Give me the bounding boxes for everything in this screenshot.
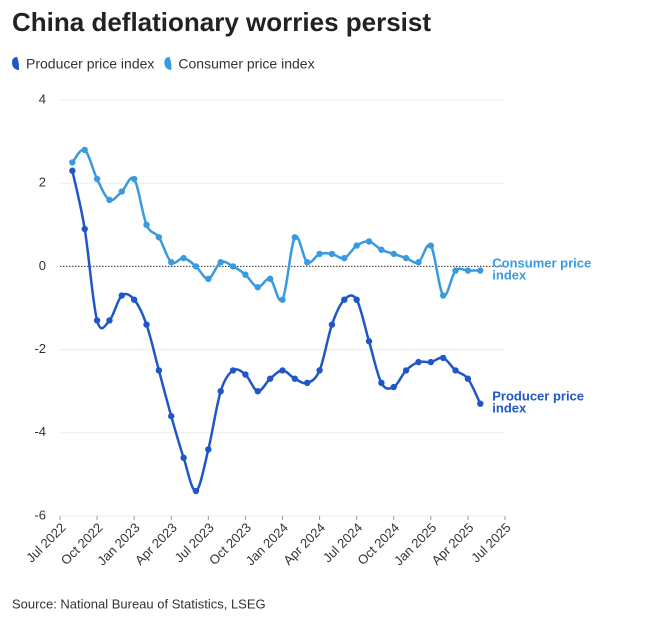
legend: Producer price index Consumer price index — [12, 56, 315, 72]
legend-label: Consumer price index — [178, 56, 314, 72]
data-point — [155, 234, 163, 241]
y-tick-label: 2 — [39, 175, 46, 190]
data-point — [69, 159, 76, 166]
data-point — [291, 375, 299, 382]
data-point — [118, 292, 126, 299]
data-point — [106, 317, 113, 324]
data-point — [464, 267, 472, 274]
legend-marker — [164, 57, 172, 70]
data-point — [427, 358, 435, 366]
data-point — [155, 367, 163, 374]
data-point — [415, 358, 422, 366]
end-label: Consumer price index — [492, 256, 595, 283]
data-point — [304, 259, 311, 266]
data-point — [477, 267, 484, 274]
x-tick-label: Jul 2025 — [468, 520, 513, 565]
data-point — [353, 242, 360, 249]
data-point — [316, 367, 323, 374]
data-point — [353, 296, 360, 303]
y-tick-label: -4 — [34, 424, 46, 439]
y-tick-label: -2 — [34, 341, 46, 356]
legend-label: Producer price index — [26, 56, 154, 72]
chart-title: China deflationary worries persist — [12, 7, 431, 37]
data-point — [81, 146, 88, 154]
data-point — [378, 246, 385, 253]
data-point — [106, 196, 113, 204]
data-point — [328, 321, 336, 328]
data-point — [229, 263, 237, 270]
data-point — [477, 400, 484, 407]
data-point — [415, 259, 422, 266]
data-point — [254, 388, 261, 395]
data-point — [143, 321, 150, 328]
data-point — [130, 296, 138, 303]
data-point — [81, 225, 88, 233]
data-point — [242, 271, 249, 278]
data-point — [205, 446, 212, 453]
data-point — [279, 367, 286, 374]
data-point — [328, 250, 336, 258]
data-point — [365, 338, 373, 345]
data-point — [390, 383, 397, 391]
data-point — [439, 354, 447, 362]
data-point — [427, 242, 435, 249]
data-point — [266, 375, 274, 382]
data-point — [192, 263, 200, 270]
data-point — [69, 167, 76, 174]
data-point — [217, 259, 224, 266]
data-point — [180, 254, 187, 262]
data-point — [402, 254, 410, 262]
data-point — [291, 234, 299, 241]
data-point — [390, 250, 397, 258]
data-point — [93, 175, 101, 183]
data-point — [452, 267, 459, 274]
data-point — [93, 317, 101, 324]
data-point — [180, 454, 187, 461]
series-line — [71, 148, 481, 303]
data-point — [341, 296, 348, 303]
end-label: Producer price index — [492, 389, 587, 416]
data-point — [168, 412, 175, 420]
data-point — [304, 379, 311, 387]
data-point — [143, 221, 150, 228]
y-tick-label: 4 — [39, 91, 46, 106]
data-point — [168, 259, 175, 266]
data-point — [242, 371, 249, 378]
data-point — [279, 296, 286, 303]
y-tick-label: -6 — [34, 507, 46, 522]
data-point — [217, 388, 224, 395]
y-tick-label: 0 — [39, 258, 46, 273]
data-point — [192, 487, 200, 495]
legend-marker — [12, 57, 19, 70]
series-line — [71, 170, 482, 493]
data-point — [402, 367, 410, 374]
data-point — [439, 292, 447, 299]
source: Source: National Bureau of Statistics, L… — [12, 596, 266, 611]
data-point — [316, 250, 323, 258]
data-point — [254, 284, 261, 291]
data-point — [464, 375, 472, 382]
data-point — [118, 188, 126, 195]
data-point — [452, 367, 459, 374]
data-point — [378, 379, 385, 387]
data-point — [365, 238, 373, 245]
data-point — [341, 254, 348, 262]
data-point — [130, 175, 138, 183]
data-point — [229, 367, 237, 374]
data-point — [205, 275, 212, 283]
data-point — [266, 275, 274, 283]
